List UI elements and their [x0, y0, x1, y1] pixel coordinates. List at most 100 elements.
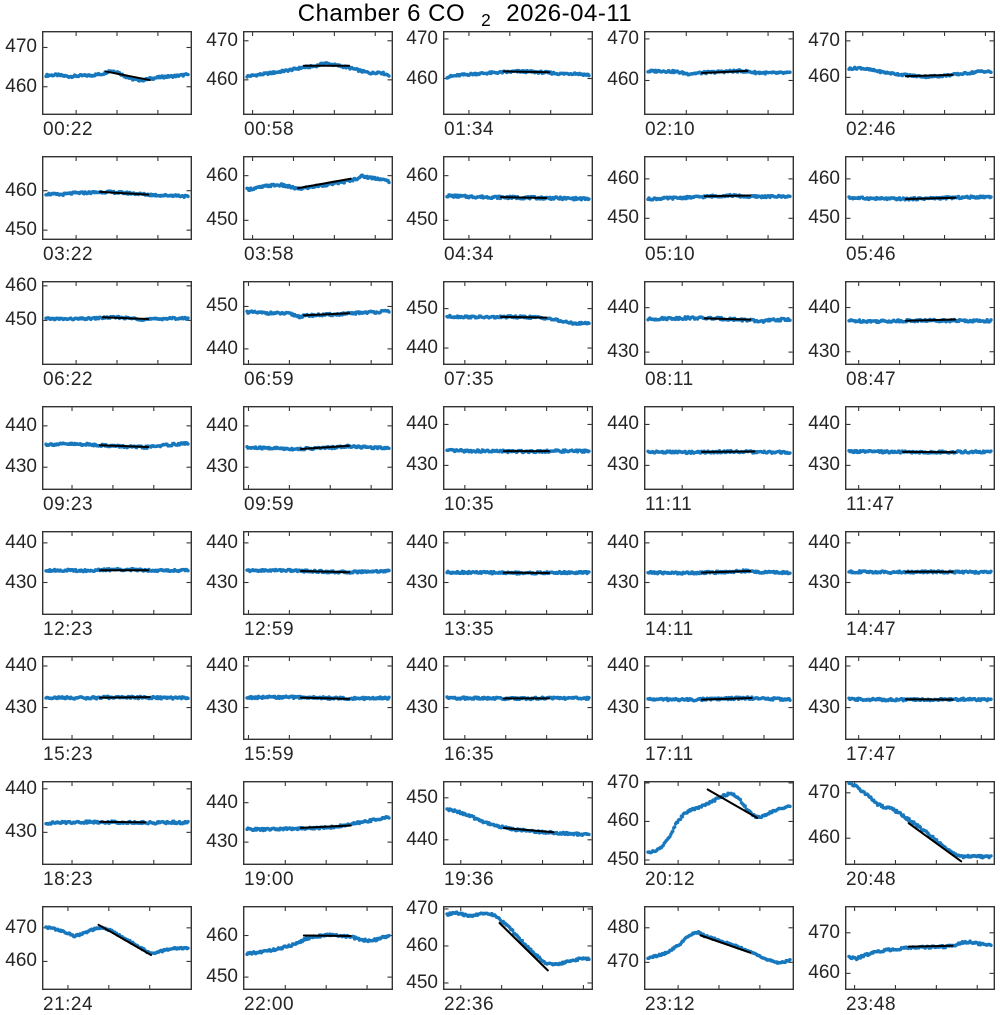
- plot-area: [42, 906, 192, 990]
- subplot-15:59: [243, 656, 393, 740]
- subplot-03:22: [42, 156, 192, 240]
- subplot-00:58: [243, 31, 393, 115]
- fit-line: [501, 197, 546, 198]
- subplot-19:00: [243, 781, 393, 865]
- y-tick-label: 460: [390, 69, 438, 89]
- time-label: 12:23: [43, 620, 93, 640]
- time-label: 16:35: [444, 745, 494, 765]
- time-label: 20:12: [645, 870, 695, 890]
- plot-area: [243, 531, 393, 615]
- plot-box: [444, 407, 593, 490]
- y-tick-label: 430: [591, 698, 639, 718]
- subplot-23:12: [644, 906, 794, 990]
- y-tick-label: 440: [390, 338, 438, 358]
- plot-area: [443, 281, 593, 365]
- title-date: 2026-04-11: [506, 0, 632, 27]
- y-tick-label: 470: [792, 923, 840, 943]
- y-tick-label: 460: [792, 169, 840, 189]
- y-tick-label: 440: [591, 414, 639, 434]
- plot-area: [443, 531, 593, 615]
- y-tick-label: 460: [0, 181, 37, 201]
- time-label: 19:00: [244, 870, 294, 890]
- y-tick-label: 440: [190, 656, 238, 676]
- plot-area: [443, 781, 593, 865]
- y-tick-label: 450: [390, 973, 438, 993]
- time-label: 15:59: [244, 745, 294, 765]
- subplot-14:11: [644, 531, 794, 615]
- fit-line: [301, 571, 349, 572]
- time-label: 05:46: [846, 245, 896, 265]
- y-tick-label: 460: [0, 276, 37, 296]
- time-label: 15:23: [43, 745, 93, 765]
- plot-area: [443, 656, 593, 740]
- y-tick-label: 440: [0, 779, 37, 799]
- time-label: 06:22: [43, 370, 93, 390]
- y-tick-label: 460: [792, 963, 840, 983]
- time-label: 13:35: [444, 620, 494, 640]
- plot-area: [845, 781, 995, 865]
- subplot-11:47: [845, 406, 995, 490]
- y-tick-label: 450: [792, 208, 840, 228]
- plot-area: [845, 906, 995, 990]
- time-label: 17:11: [645, 745, 694, 765]
- y-tick-label: 440: [591, 298, 639, 318]
- subplot-09:23: [42, 406, 192, 490]
- subplot-02:10: [644, 31, 794, 115]
- plot-box: [645, 282, 794, 365]
- subplot-22:00: [243, 906, 393, 990]
- time-label: 07:35: [444, 370, 494, 390]
- y-tick-label: 460: [190, 926, 238, 946]
- plot-area: [243, 156, 393, 240]
- y-tick-label: 460: [591, 169, 639, 189]
- y-tick-label: 470: [390, 29, 438, 49]
- subplot-09:59: [243, 406, 393, 490]
- subplot-04:34: [443, 156, 593, 240]
- time-label: 08:47: [846, 370, 896, 390]
- y-tick-label: 440: [591, 533, 639, 553]
- plot-area: [845, 281, 995, 365]
- subplot-05:10: [644, 156, 794, 240]
- time-label: 02:46: [846, 120, 896, 140]
- y-tick-label: 430: [792, 698, 840, 718]
- y-tick-label: 460: [792, 828, 840, 848]
- time-label: 03:22: [43, 245, 93, 265]
- subplot-10:35: [443, 406, 593, 490]
- y-tick-label: 430: [792, 342, 840, 362]
- fit-line: [301, 698, 349, 699]
- time-label: 08:11: [645, 370, 694, 390]
- subplot-20:48: [845, 781, 995, 865]
- y-tick-label: 470: [0, 918, 37, 938]
- y-tick-label: 430: [190, 457, 238, 477]
- plot-box: [846, 407, 995, 490]
- y-tick-label: 440: [390, 830, 438, 850]
- y-tick-label: 480: [591, 918, 639, 938]
- plot-box: [244, 907, 393, 990]
- subplot-20:12: [644, 781, 794, 865]
- plot-area: [443, 906, 593, 990]
- y-tick-label: 470: [591, 29, 639, 49]
- plot-box: [645, 407, 794, 490]
- subplot-07:35: [443, 281, 593, 365]
- title-text: Chamber 6 CO: [298, 0, 465, 27]
- subplot-02:46: [845, 31, 995, 115]
- y-tick-label: 470: [591, 773, 639, 793]
- plot-box: [645, 782, 794, 865]
- plot-area: [42, 281, 192, 365]
- y-tick-label: 450: [591, 208, 639, 228]
- time-label: 10:35: [444, 495, 494, 515]
- plot-box: [444, 907, 593, 990]
- y-tick-label: 440: [792, 533, 840, 553]
- plot-area: [644, 156, 794, 240]
- plot-area: [845, 406, 995, 490]
- time-label: 03:58: [244, 245, 294, 265]
- y-tick-label: 450: [0, 220, 37, 240]
- y-tick-label: 450: [190, 296, 238, 316]
- time-label: 09:59: [244, 495, 294, 515]
- y-tick-label: 430: [792, 455, 840, 475]
- y-tick-label: 440: [190, 339, 238, 359]
- y-tick-label: 430: [190, 573, 238, 593]
- subplot-12:59: [243, 531, 393, 615]
- time-label: 04:34: [444, 245, 494, 265]
- plot-area: [443, 156, 593, 240]
